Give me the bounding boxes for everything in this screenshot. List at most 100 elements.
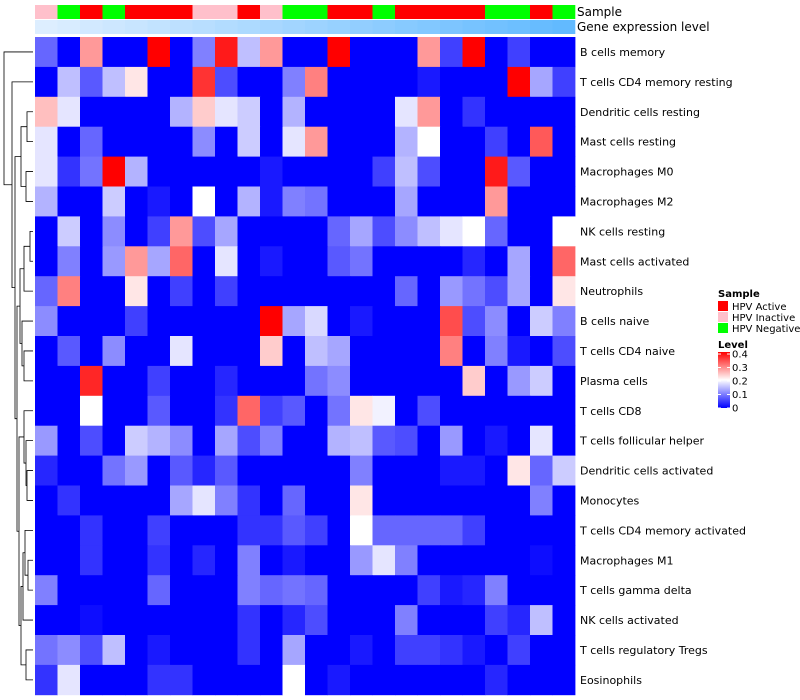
heatmap-cell	[237, 635, 261, 666]
heatmap-cell	[327, 186, 351, 217]
heatmap-cell	[125, 575, 148, 606]
row-label: Monocytes	[580, 494, 640, 507]
heatmap-cell	[192, 216, 216, 247]
heatmap-cell	[102, 425, 126, 456]
heatmap-cell	[530, 126, 553, 157]
heatmap-cell	[417, 186, 441, 217]
heatmap-cell	[372, 306, 396, 337]
heatmap-cell	[102, 306, 126, 337]
row-label: Dendritic cells resting	[580, 106, 700, 119]
heatmap-cell	[417, 455, 441, 486]
heatmap-cell	[350, 37, 373, 68]
heatmap-cell	[305, 575, 328, 606]
heatmap-cell	[552, 635, 576, 666]
heatmap-cell	[440, 126, 463, 157]
heatmap-cell	[192, 365, 216, 397]
heatmap-cell	[440, 455, 463, 486]
heatmap-cell	[530, 156, 553, 187]
heatmap-cell	[237, 664, 261, 696]
heatmap-cell	[125, 664, 148, 696]
heatmap-cell	[552, 365, 576, 397]
heatmap-cell	[147, 575, 171, 606]
heatmap-cell	[57, 664, 81, 696]
sample-annotation-cell	[57, 5, 81, 19]
heatmap-cell	[192, 605, 216, 636]
heatmap-cell	[80, 126, 103, 157]
heatmap-cell	[102, 605, 126, 636]
heatmap-cell	[440, 545, 463, 576]
heatmap-cell	[417, 575, 441, 606]
sample-annotation-cell	[530, 5, 553, 19]
heatmap-cell	[170, 66, 193, 98]
heatmap-cell	[125, 276, 148, 307]
heatmap-cell	[305, 515, 328, 546]
heatmap-cell	[462, 246, 486, 277]
heatmap-cell	[80, 545, 103, 576]
heatmap-cell	[192, 336, 216, 367]
heatmap-cell	[170, 545, 193, 576]
expression-annotation-cell	[440, 20, 463, 34]
heatmap-cell	[552, 575, 576, 606]
sample-annotation-cell	[215, 5, 238, 19]
heatmap-cell	[260, 425, 283, 456]
sample-annotation-cell	[440, 5, 463, 19]
heatmap-cell	[417, 605, 441, 636]
heatmap-cell	[507, 126, 531, 157]
heatmap-cell	[215, 455, 238, 486]
legend-sample-label: HPV Active	[732, 302, 787, 313]
heatmap-cell	[125, 126, 148, 157]
heatmap-cell	[350, 365, 373, 397]
heatmap-cell	[350, 485, 373, 516]
legend-level-ticks: 0.4 0.3 0.2 0.1 0	[718, 350, 748, 415]
heatmap-cell	[282, 575, 306, 606]
heatmap-cell	[372, 664, 396, 696]
heatmap-cell	[372, 455, 396, 486]
heatmap-cell	[395, 66, 418, 98]
heatmap-cell	[395, 96, 418, 128]
heatmap-cell	[485, 186, 508, 217]
heatmap-cell	[462, 37, 486, 68]
heatmap-cell	[395, 664, 418, 696]
heatmap-cell	[282, 216, 306, 247]
heatmap-cell	[147, 336, 171, 367]
heatmap-cell	[485, 156, 508, 187]
heatmap-cell	[395, 186, 418, 217]
heatmap-cell	[462, 545, 486, 576]
heatmap-cell	[462, 66, 486, 98]
heatmap-cell	[305, 216, 328, 247]
heatmap-cell	[147, 395, 171, 427]
heatmap-cell	[237, 485, 261, 516]
heatmap-cell	[395, 425, 418, 456]
heatmap-cell	[260, 365, 283, 397]
heatmap-cell	[80, 485, 103, 516]
row-label: Macrophages M1	[580, 554, 673, 567]
heatmap-cell	[147, 545, 171, 576]
heatmap-cell	[305, 605, 328, 636]
heatmap-cell	[372, 485, 396, 516]
heatmap-cell	[552, 485, 576, 516]
heatmap-cell	[485, 66, 508, 98]
heatmap-cell	[507, 96, 531, 128]
sample-annotation-cell	[350, 5, 373, 19]
heatmap-cell	[395, 395, 418, 427]
dendrogram-branch	[23, 410, 33, 464]
heatmap-cell	[395, 545, 418, 576]
heatmap-cell	[35, 156, 58, 187]
heatmap-cell	[147, 66, 171, 98]
heatmap-cell	[215, 664, 238, 696]
heatmap-cell	[305, 455, 328, 486]
heatmap-cell	[440, 605, 463, 636]
heatmap-cell	[462, 395, 486, 427]
heatmap-cell	[305, 635, 328, 666]
heatmap-cell	[170, 455, 193, 486]
expression-annotation-cell	[147, 20, 171, 34]
heatmap-cell	[215, 545, 238, 576]
heatmap-cell	[552, 664, 576, 696]
dendrogram-branch	[16, 305, 20, 532]
heatmap-cell	[215, 605, 238, 636]
heatmap-cell	[282, 37, 306, 68]
heatmap-cell	[530, 664, 553, 696]
heatmap-cell	[35, 246, 58, 277]
heatmap-cell	[350, 425, 373, 456]
heatmap-cell	[102, 365, 126, 397]
